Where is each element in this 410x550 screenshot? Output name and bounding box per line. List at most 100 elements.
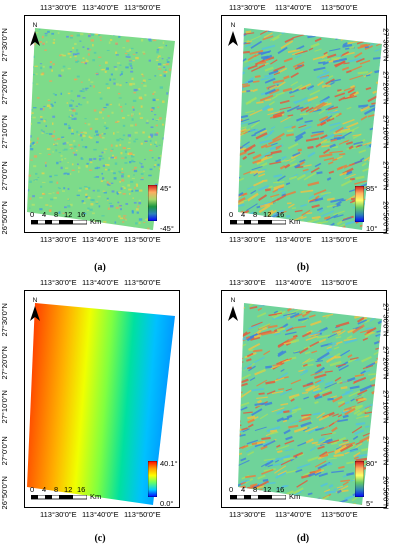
scale-number: 8	[54, 485, 59, 494]
scale-number: 0	[229, 485, 234, 494]
scale-number: 4	[241, 485, 246, 494]
legend-max: 85°	[366, 184, 378, 193]
scale-number: 0	[229, 210, 234, 219]
map-image	[238, 28, 382, 230]
x-tick-top: 113°40'0"E	[275, 3, 312, 12]
scale-number: 0	[30, 210, 35, 219]
x-tick-bottom: 113°40'0"E	[275, 510, 312, 519]
y-tick-right: 27°0'0"N	[381, 161, 391, 191]
legend-max: 45°	[160, 184, 172, 193]
scale-unit: Km	[90, 492, 102, 501]
north-label: N	[32, 297, 38, 304]
x-tick-top: 113°30'0"E	[229, 278, 266, 287]
x-tick-top: 113°30'0"E	[40, 3, 77, 12]
y-tick-left: 27°20'0"N	[0, 71, 9, 105]
scale-bar	[31, 220, 87, 225]
scale-bar	[230, 495, 286, 500]
x-tick-bottom: 113°30'0"E	[40, 235, 77, 244]
scale-number: 16	[276, 210, 285, 219]
x-tick-bottom: 113°50'0"E	[124, 235, 161, 244]
panel-a: 113°30'0"E 113°40'0"E 113°50'0"E N 45° -…	[0, 0, 205, 275]
scale-number: 12	[263, 485, 272, 494]
scale-number: 16	[77, 210, 86, 219]
x-tick-bottom: 113°50'0"E	[124, 510, 161, 519]
panel-c: 113°30'0"E 113°40'0"E 113°50'0"E N 40.1°…	[0, 275, 205, 550]
panel-caption: (a)	[94, 262, 106, 273]
north-arrow-icon	[227, 305, 239, 323]
map-image	[27, 28, 175, 230]
scale-number: 8	[253, 485, 258, 494]
x-tick-bottom: 113°30'0"E	[40, 510, 77, 519]
legend-min: 5°	[366, 499, 374, 508]
panel-caption: (c)	[94, 533, 106, 544]
panel-d: 113°30'0"E 113°40'0"E 113°50'0"E N 80° 5…	[205, 275, 410, 550]
x-tick-top: 113°40'0"E	[82, 3, 119, 12]
y-tick-left: 27°0'0"N	[0, 161, 9, 191]
scale-number: 4	[42, 210, 47, 219]
x-tick-bottom: 113°30'0"E	[229, 510, 266, 519]
north-arrow-icon	[29, 30, 41, 48]
colorbar	[355, 186, 364, 222]
scale-number: 4	[42, 485, 47, 494]
scale-number: 12	[263, 210, 272, 219]
x-tick-top: 113°30'0"E	[229, 3, 266, 12]
y-tick-right: 27°10'0"N	[381, 115, 391, 149]
scale-number: 16	[77, 485, 86, 494]
map-frame	[24, 15, 180, 233]
y-tick-right: 26°50'0"N	[381, 476, 391, 510]
north-arrow-icon	[29, 305, 41, 323]
scale-unit: Km	[289, 492, 301, 501]
panel-caption: (d)	[296, 533, 310, 544]
y-tick-right: 27°30'0"N	[381, 303, 391, 337]
x-tick-top: 113°40'0"E	[82, 278, 119, 287]
north-arrow-icon	[227, 30, 239, 48]
x-tick-bottom: 113°40'0"E	[82, 235, 119, 244]
y-tick-right: 27°20'0"N	[381, 346, 391, 380]
scale-number: 8	[253, 210, 258, 219]
x-tick-bottom: 113°50'0"E	[321, 510, 358, 519]
panel-b: 113°30'0"E 113°40'0"E 113°50'0"E N 85° 1…	[205, 0, 410, 275]
scale-bar	[230, 220, 286, 225]
x-tick-top: 113°50'0"E	[124, 278, 161, 287]
scale-unit: Km	[90, 217, 102, 226]
scale-number: 12	[64, 485, 73, 494]
x-tick-top: 113°40'0"E	[275, 278, 312, 287]
y-tick-left: 27°0'0"N	[0, 436, 9, 466]
colorbar	[148, 461, 157, 497]
scale-bar	[31, 495, 87, 500]
north-label: N	[230, 22, 236, 29]
north-label: N	[32, 22, 38, 29]
x-tick-bottom: 113°40'0"E	[82, 510, 119, 519]
x-tick-top: 113°50'0"E	[321, 278, 358, 287]
panel-caption: (b)	[296, 262, 310, 273]
y-tick-left: 27°30'0"N	[0, 28, 9, 62]
y-tick-right: 27°20'0"N	[381, 71, 391, 105]
y-tick-right: 27°10'0"N	[381, 390, 391, 424]
colorbar	[148, 185, 157, 221]
north-label: N	[230, 297, 236, 304]
colorbar	[355, 461, 364, 497]
scale-number: 16	[276, 485, 285, 494]
scale-unit: Km	[289, 217, 301, 226]
y-tick-left: 27°30'0"N	[0, 303, 9, 337]
scale-number: 12	[64, 210, 73, 219]
x-tick-bottom: 113°30'0"E	[229, 235, 266, 244]
y-tick-right: 27°30'0"N	[381, 28, 391, 62]
legend-max: 80°	[366, 459, 378, 468]
y-tick-left: 27°10'0"N	[0, 115, 9, 149]
legend-min: 0.0°	[160, 499, 174, 508]
legend-min: -45°	[160, 224, 174, 233]
y-tick-left: 27°10'0"N	[0, 390, 9, 424]
y-tick-left: 27°20'0"N	[0, 346, 9, 380]
y-tick-right: 26°50'0"N	[381, 201, 391, 235]
x-tick-top: 113°50'0"E	[124, 3, 161, 12]
x-tick-bottom: 113°50'0"E	[321, 235, 358, 244]
y-tick-right: 27°0'0"N	[381, 436, 391, 466]
x-tick-top: 113°50'0"E	[321, 3, 358, 12]
y-tick-left: 26°50'0"N	[0, 476, 9, 510]
scale-number: 4	[241, 210, 246, 219]
scale-number: 8	[54, 210, 59, 219]
legend-min: 10°	[366, 224, 378, 233]
scale-number: 0	[30, 485, 35, 494]
x-tick-top: 113°30'0"E	[40, 278, 77, 287]
